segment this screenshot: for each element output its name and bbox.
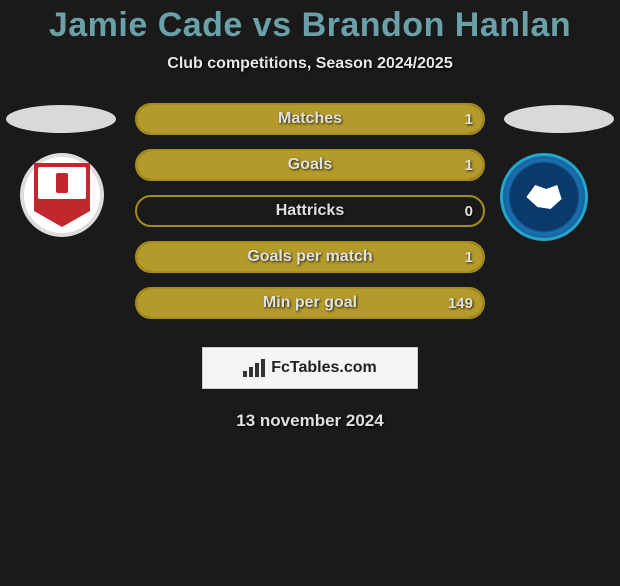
bar-label: Goals per match [137, 248, 483, 266]
subtitle: Club competitions, Season 2024/2025 [0, 55, 620, 73]
bar-value-right: 1 [465, 157, 473, 174]
crawley-crest-icon [20, 153, 104, 237]
player1-name: Jamie Cade [49, 6, 243, 44]
player1-oval [6, 105, 116, 133]
chart-icon [243, 359, 265, 377]
stat-bars: Matches1Goals1Hattricks0Goals per match1… [135, 103, 485, 319]
date-text: 13 november 2024 [0, 411, 620, 431]
comparison-title: Jamie Cade vs Brandon Hanlan [0, 6, 620, 45]
bar-value-right: 1 [465, 249, 473, 266]
logo-text: FcTables.com [271, 359, 377, 377]
player2-oval [504, 105, 614, 133]
bar-label: Matches [137, 110, 483, 128]
bar-value-right: 0 [465, 203, 473, 220]
stat-bar: Goals per match1 [135, 241, 485, 273]
player2-name: Brandon Hanlan [302, 6, 572, 44]
vs-text: vs [253, 6, 292, 44]
wycombe-crest-icon [500, 153, 588, 241]
stat-bar: Min per goal149 [135, 287, 485, 319]
team-left-badge [20, 153, 120, 253]
bar-label: Min per goal [137, 294, 483, 312]
stat-bar: Matches1 [135, 103, 485, 135]
bar-label: Hattricks [137, 202, 483, 220]
team-right-badge [500, 153, 600, 253]
stat-bar: Hattricks0 [135, 195, 485, 227]
bar-value-right: 1 [465, 111, 473, 128]
stat-bar: Goals1 [135, 149, 485, 181]
bar-label: Goals [137, 156, 483, 174]
bar-value-right: 149 [448, 295, 473, 312]
comparison-container: Matches1Goals1Hattricks0Goals per match1… [0, 103, 620, 319]
fctables-logo: FcTables.com [202, 347, 418, 389]
